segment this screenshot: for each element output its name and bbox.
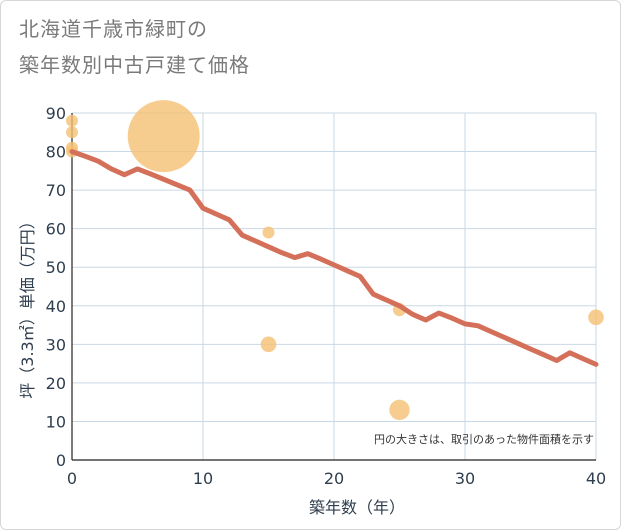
bubble-point-4 [127, 100, 200, 173]
x-tick-label-20: 20 [324, 469, 344, 488]
x-tick-label-0: 0 [67, 469, 77, 488]
bubble-point-0 [66, 114, 78, 127]
chart-title-line-1: 北海道千歳市緑町の [19, 17, 208, 41]
y-tick-label-70: 70 [46, 181, 66, 200]
chart-title: 北海道千歳市緑町の 築年数別中古戸建て価格 [19, 11, 250, 83]
axes [71, 113, 596, 461]
y-tick-label-10: 10 [46, 412, 66, 431]
trend-line [69, 149, 599, 367]
x-tick-label-30: 30 [455, 469, 475, 488]
y-tick-label-40: 40 [46, 297, 66, 316]
tick-labels: 0 10 20 30 40 50 60 70 80 90 0 10 20 30 40 [46, 104, 607, 488]
x-axis-label: 築年数（年） [309, 498, 405, 517]
y-axis-label: 坪（3.3㎡）単価（万円） [18, 213, 37, 398]
y-tick-label-80: 80 [46, 143, 66, 162]
bubble-point-9 [588, 309, 604, 326]
chart-title-line-2: 築年数別中古戸建て価格 [19, 53, 250, 77]
bubble-point-8 [389, 399, 410, 421]
bubble-point-5 [262, 226, 275, 239]
bubble-point-1 [66, 126, 78, 139]
y-tick-label-30: 30 [46, 335, 66, 354]
y-tick-label-20: 20 [46, 374, 66, 393]
x-tick-label-10: 10 [193, 469, 213, 488]
y-tick-label-90: 90 [46, 104, 66, 123]
y-tick-label-50: 50 [46, 258, 66, 277]
y-tick-label-60: 60 [46, 220, 66, 239]
bubble-point-6 [260, 336, 277, 353]
y-tick-label-0: 0 [56, 451, 66, 470]
trend-series [69, 149, 599, 367]
size-note: 円の大きさは、取引のあった物件面積を示す [374, 432, 594, 446]
bubble-series [66, 100, 604, 421]
x-tick-label-40: 40 [586, 469, 606, 488]
